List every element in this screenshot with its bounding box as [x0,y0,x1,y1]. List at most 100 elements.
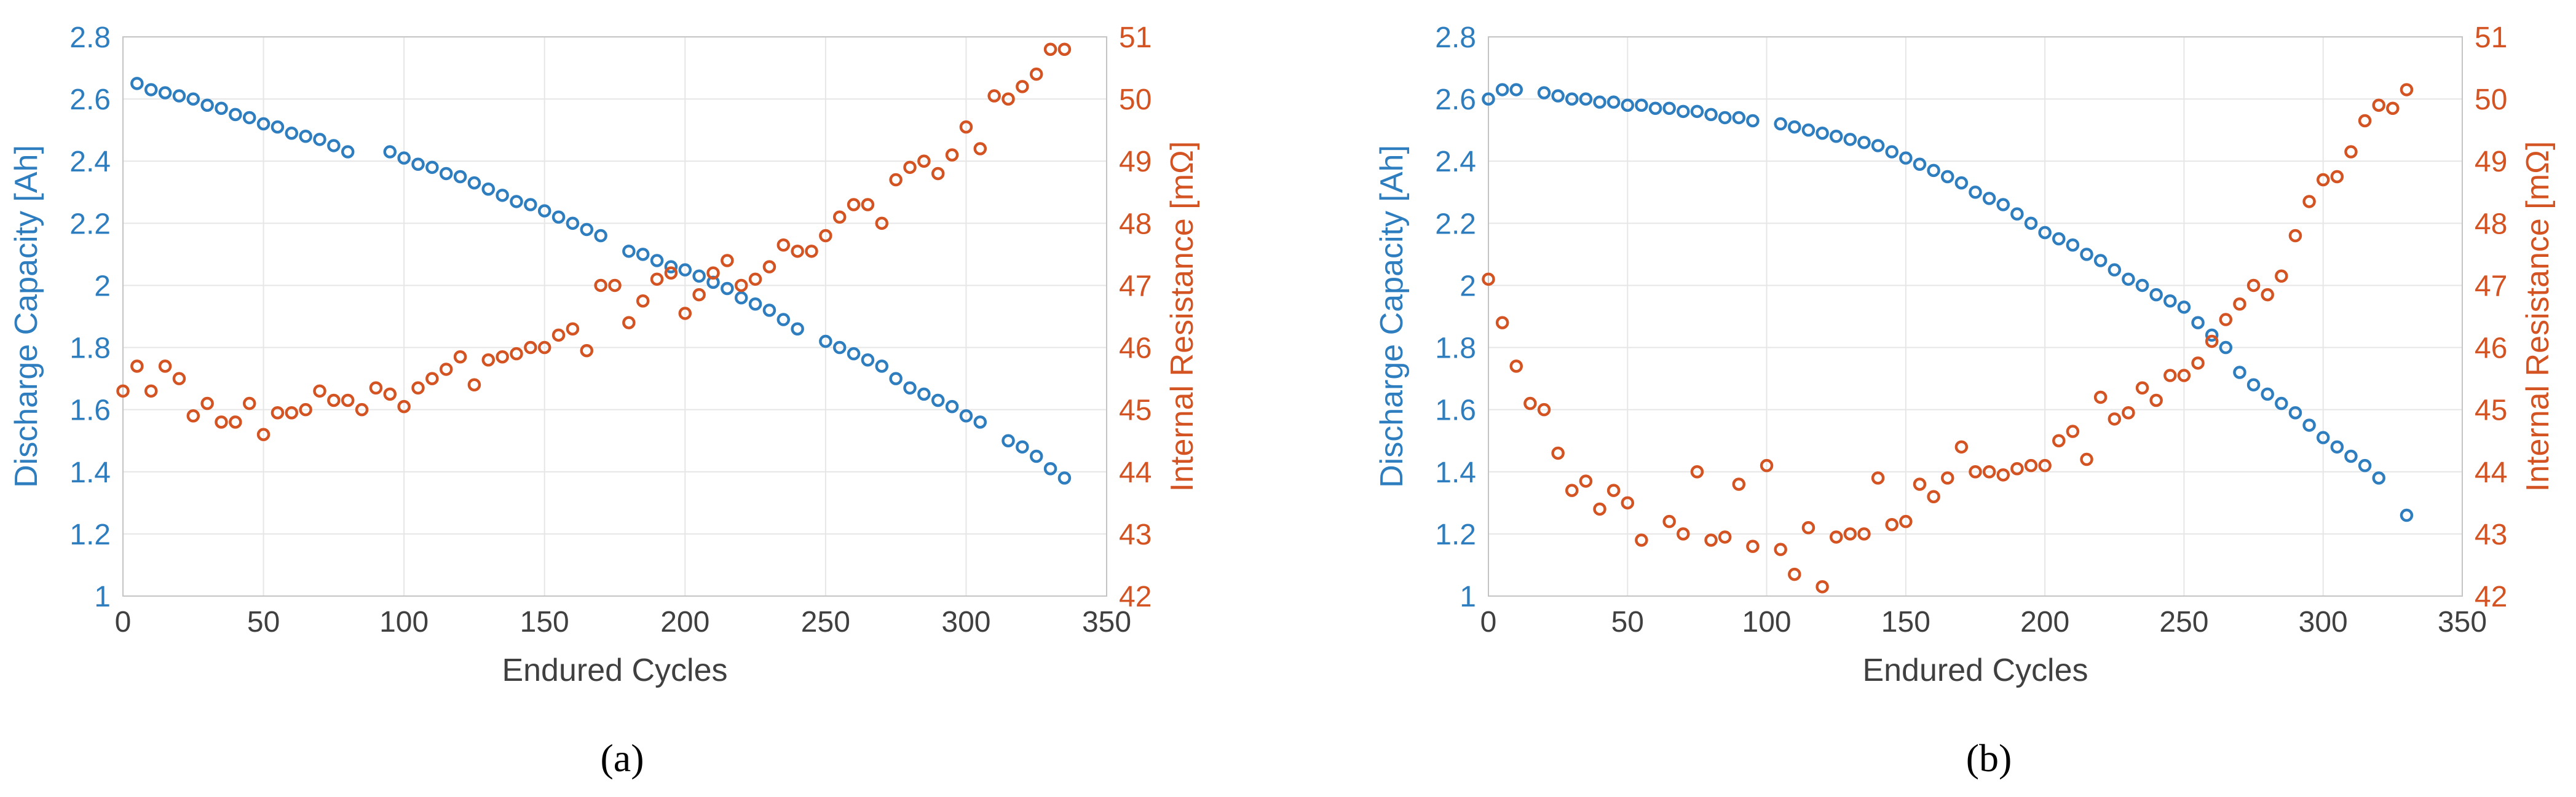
x-tick-label: 200 [660,606,709,638]
resistance-point [1606,484,1621,497]
resistance-point [931,167,945,181]
y-right-tick-label: 51 [2475,22,2507,54]
y-left-tick-label: 1.4 [69,457,111,489]
capacity-point [1635,98,1648,112]
capacity-point [1843,133,1857,146]
capacity-point [1579,92,1593,106]
resistance-point [496,350,509,364]
y-right-tick-label: 46 [2475,332,2507,365]
capacity-point [229,108,242,122]
chart-panel-b: 0 50 100 150 200 250 300 350 1 1.2 1.4 1.6 1.8 2 2.2 2.… [1374,22,2556,688]
resistance-point [2246,278,2261,292]
capacity-point [734,291,748,305]
capacity-point [1648,101,1662,116]
capacity-point [327,139,341,152]
capacity-point [1593,95,1606,109]
resistance-point [256,428,271,441]
capacity-point [1718,111,1732,125]
y-right-tick-label: 43 [2475,519,2507,551]
resistance-point [1940,471,1954,485]
capacity-point [748,297,762,311]
y-right-tick-label: 47 [1119,270,1152,302]
capacity-point [959,409,973,423]
capacity-point [2149,288,2163,302]
y-right-tick-label: 43 [1119,519,1152,551]
capacity-point [285,126,299,140]
y-left-tick-label: 2.2 [1435,208,1476,240]
y-right-tick-label: 42 [2475,581,2507,613]
resistance-point [889,173,903,187]
resistance-point [453,350,467,364]
caption-a: (a) [600,736,644,780]
x-tick-label: 0 [1480,606,1497,638]
resistance-point [1043,42,1057,56]
capacity-point [2163,294,2177,308]
capacity-point [1913,157,1927,171]
y-right-tick-label: 51 [1119,22,1152,54]
capacity-point [215,101,228,116]
capacity-point [2288,406,2302,420]
y-right-axis-label: Internal Resistance [mΩ] [1164,141,1200,492]
capacity-point [2205,328,2219,342]
resistance-point [622,316,636,329]
capacity-point [2302,418,2316,432]
resistance-point [1690,465,1704,479]
capacity-point [945,399,959,414]
resistance-point [2080,452,2093,466]
capacity-point [1509,83,1523,96]
resistance-point [285,406,299,420]
resistance-point [2122,406,2135,420]
capacity-point [256,117,271,131]
y-left-tick-label: 2.2 [69,208,111,240]
resistance-point [2219,313,2233,326]
resistance-point [1662,514,1676,528]
resistance-point [242,396,256,410]
capacity-point [2093,254,2108,267]
resistance-point [439,363,453,376]
resistance-point [594,278,607,292]
resistance-point [847,198,861,211]
y-right-tick-label: 45 [2475,395,2507,427]
capacity-point [721,281,734,296]
capacity-point [510,195,523,208]
resistance-point [313,384,326,398]
y-right-tick-label: 49 [1119,146,1152,178]
resistance-point [1857,527,1871,541]
resistance-point [2052,434,2066,447]
capacity-point [467,176,481,190]
capacity-point [2261,387,2274,401]
resistance-point [144,384,158,398]
y-right-tick-label: 48 [2475,208,2507,240]
capacity-point [1829,130,1843,143]
resistance-point [1982,465,1996,479]
capacity-point [1677,104,1690,119]
capacity-point [2219,340,2233,355]
resistance-point [636,294,650,308]
y-right-tick-label: 50 [1119,84,1152,116]
resistance-point [116,384,130,398]
capacity-point [580,222,594,237]
capacity-point [383,145,397,159]
resistance-series [1482,83,2414,594]
capacity-point [931,393,945,407]
resistance-point [271,406,285,420]
resistance-point [1969,465,1982,479]
resistance-point [369,381,383,395]
x-tick-label: 100 [379,606,429,638]
capacity-point [636,248,650,261]
resistance-point [2358,114,2372,128]
capacity-point [678,263,692,277]
resistance-point [1899,514,1913,528]
capacity-point [1002,434,1015,447]
capacity-point [453,170,467,184]
y-right-tick-label: 49 [2475,146,2507,178]
capacity-point [1704,108,1718,122]
capacity-point [1551,89,1565,103]
y-right-tick-label: 46 [1119,332,1152,365]
capacity-point [2038,226,2052,240]
resistance-point [1996,468,2010,482]
resistance-point [1523,396,1537,410]
capacity-point [411,157,425,171]
resistance-point [2205,334,2219,348]
